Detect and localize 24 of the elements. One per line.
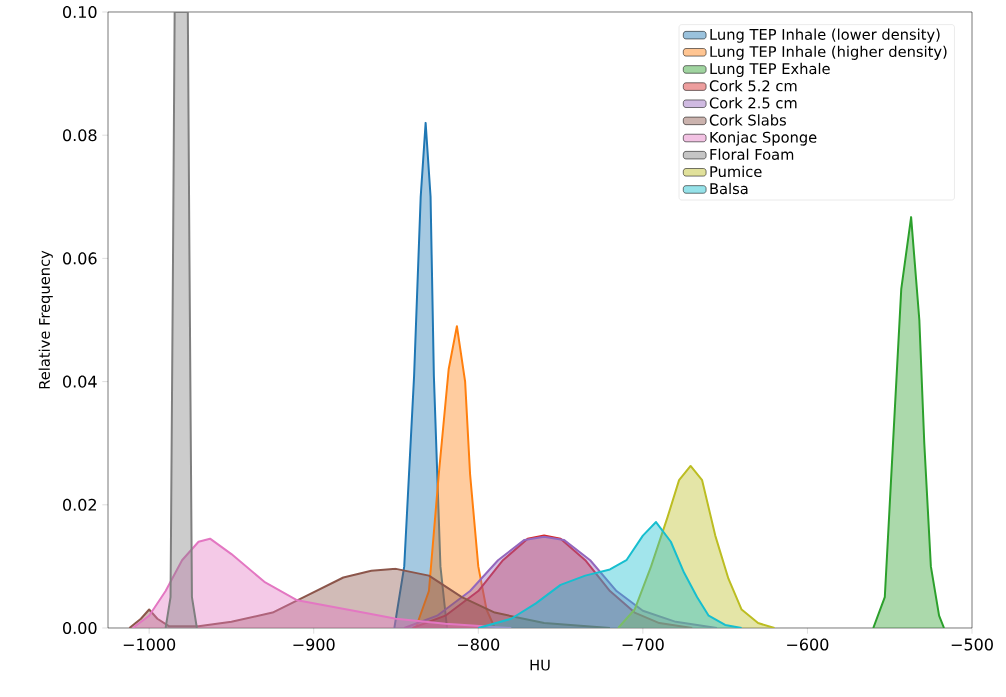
y-tick-label: 0.08: [63, 129, 97, 142]
legend-label: Cork Slabs: [709, 114, 786, 126]
x-tick-label: −1000: [123, 638, 176, 651]
legend-label: Lung TEP Exhale: [710, 62, 830, 78]
x-tick-label: −700: [622, 638, 664, 651]
y-tick-label: 0.06: [63, 252, 97, 265]
legend-label: Lung TEP Inhale (higher density): [710, 45, 947, 60]
x-tick-label: −900: [293, 638, 335, 651]
y-axis-title: Relative Frequency: [38, 250, 53, 389]
y-tick-label: 0.00: [63, 621, 97, 635]
x-tick-label: −800: [458, 638, 500, 651]
x-tick-label: −500: [951, 638, 993, 651]
legend-label: Pumice: [710, 165, 762, 178]
y-tick-label: 0.02: [63, 498, 96, 511]
x-axis-title: HU: [530, 659, 550, 671]
legend-label: Lung TEP Inhale (lower density): [710, 28, 940, 43]
legend-label: Cork 5.2 cm: [709, 80, 797, 92]
x-tick-label: −600: [787, 638, 829, 651]
y-tick-label: 0.10: [63, 5, 97, 19]
legend-label: Floral Foam: [710, 148, 794, 160]
legend-label: Balsa: [710, 182, 748, 195]
legend-label: Cork 2.5 cm: [709, 97, 797, 109]
y-tick-label: 0.04: [63, 375, 97, 388]
legend-label: Konjac Sponge: [710, 131, 817, 146]
